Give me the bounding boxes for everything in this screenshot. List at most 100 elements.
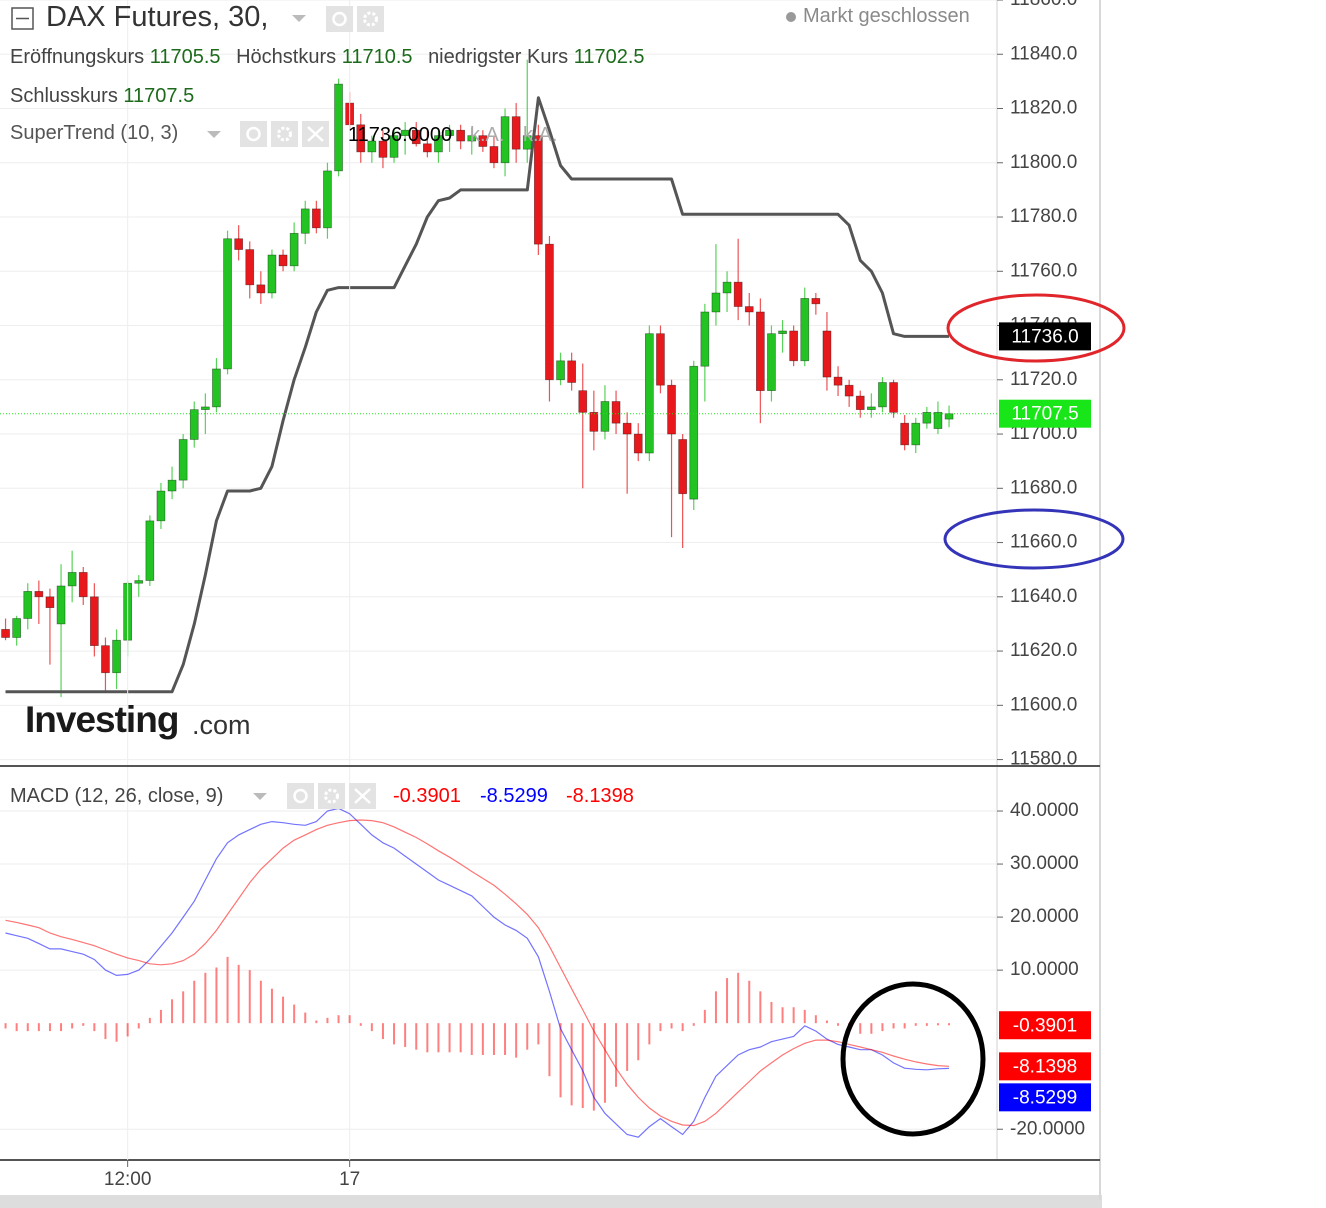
candle-body <box>600 401 610 432</box>
eye-icon[interactable] <box>240 121 267 147</box>
ohlc-legend: Eröffnungskurs 11705.5 Höchstkurs 11710.… <box>10 46 655 69</box>
y-tick-label: 30.0000 <box>1010 853 1079 874</box>
candle-body <box>733 281 743 307</box>
y-tick-label: 11820.0 <box>1010 98 1077 119</box>
candle-body <box>267 254 277 294</box>
supertrend-legend-value: 11736.0000 <box>348 124 453 146</box>
macd-legend-value: -8.1398 <box>566 785 634 807</box>
macd-legend-name: MACD (12, 26, close, 9) <box>10 785 224 807</box>
candle-body <box>789 330 799 362</box>
candle-body <box>767 333 776 391</box>
x-tick-label: 17 <box>339 1169 360 1190</box>
candle-body <box>256 284 266 294</box>
dropdown-arrow[interactable] <box>253 793 267 800</box>
candle-body <box>1 629 10 638</box>
indicator-badge-bg <box>999 1083 1091 1112</box>
dropdown-arrow[interactable] <box>207 131 221 138</box>
candle-body <box>744 306 754 313</box>
candle-body <box>56 585 66 625</box>
indicator-badge-bg <box>999 1052 1091 1081</box>
eye-icon[interactable] <box>287 783 314 809</box>
candle-body <box>922 411 932 424</box>
candle-body <box>245 249 255 286</box>
indicator-badge: -8.1398 <box>1013 1056 1077 1077</box>
settings-icon[interactable] <box>357 6 384 32</box>
bottom-bar <box>0 1195 1102 1208</box>
candle-body <box>878 382 887 408</box>
y-tick-label: 40.0000 <box>1010 800 1079 821</box>
y-tick-label: 11840.0 <box>1010 43 1077 64</box>
candle-body <box>178 439 188 481</box>
supertrend-legend-name: SuperTrend (10, 3) <box>10 122 179 144</box>
ohlc-label: Schlusskurs <box>10 85 118 107</box>
candle-body <box>78 572 88 598</box>
supertrend-line <box>5 96 949 694</box>
candle-body <box>611 401 621 424</box>
settings-icon[interactable] <box>318 783 345 809</box>
candle-body <box>378 140 388 158</box>
ohlc-label: Eröffnungskurs <box>10 46 145 68</box>
y-tick-label: 11760.0 <box>1010 260 1077 281</box>
candle-body <box>467 135 477 142</box>
indicator-badge: -8.5299 <box>1013 1087 1077 1108</box>
candle-body <box>855 395 865 410</box>
candle-body <box>589 411 599 432</box>
settings-icon[interactable] <box>271 121 298 147</box>
candle-body <box>844 384 854 397</box>
candle-body <box>633 433 643 454</box>
candle-body <box>201 406 210 410</box>
candle-body <box>189 409 199 440</box>
candle-body <box>23 591 33 619</box>
candle-body <box>334 83 343 172</box>
candle-body <box>323 170 332 229</box>
dropdown-arrow[interactable] <box>292 15 306 22</box>
candle-body <box>656 333 665 386</box>
eye-icon-glyph <box>246 126 261 142</box>
ohlc-value: 11707.5 <box>123 85 195 107</box>
candle-body <box>933 411 943 429</box>
plot-layer: 11580.0 11600.0 11620.0 11640.0 11660.0 11680… <box>0 0 1091 1190</box>
candle-body <box>811 298 821 305</box>
last-price-badge-bg <box>999 399 1091 428</box>
ohlc-label: niedrigster Kurs <box>428 46 569 68</box>
eye-icon[interactable] <box>326 6 353 32</box>
x-tick-label: 12:00 <box>104 1169 152 1190</box>
candle-body <box>101 645 110 674</box>
market-status: Markt geschlossen <box>803 5 970 27</box>
candle-body <box>689 365 699 500</box>
y-tick-label: 11660.0 <box>1010 532 1077 553</box>
candle-body <box>112 639 121 674</box>
annotation-ellipse <box>946 293 1126 363</box>
candle-body <box>456 129 465 142</box>
candle-body <box>145 520 155 581</box>
ohlc-value: 11710.5 <box>341 46 413 68</box>
candle-body <box>278 254 288 267</box>
y-tick-label: 11720.0 <box>1010 369 1077 390</box>
y-tick-label: 11860.0 <box>1010 0 1077 10</box>
candle-body <box>722 281 732 294</box>
candle-body <box>389 135 399 158</box>
y-tick-label: -20.0000 <box>1010 1118 1085 1139</box>
candle-body <box>667 384 676 435</box>
candle-body <box>522 135 532 150</box>
settings-icon-glyph <box>277 126 292 142</box>
candle-body <box>866 406 876 410</box>
candle-body <box>234 238 243 250</box>
candle-body <box>911 422 921 446</box>
close-icon-glyph <box>307 126 324 142</box>
candle-body <box>423 143 432 153</box>
candle-body <box>622 422 632 435</box>
annotation-circle <box>840 981 986 1137</box>
collapse-icon[interactable] <box>11 7 34 30</box>
candle-body <box>889 382 898 413</box>
candle-body <box>511 116 521 150</box>
y-tick-label: 11580.0 <box>1010 749 1077 770</box>
macd-legend-value: -0.3901 <box>393 785 461 807</box>
candle-body <box>45 596 55 609</box>
y-tick-label: 20.0000 <box>1010 906 1079 927</box>
candle-body <box>700 311 710 367</box>
y-tick-label: 11780.0 <box>1010 206 1077 227</box>
candle-body <box>445 129 454 136</box>
